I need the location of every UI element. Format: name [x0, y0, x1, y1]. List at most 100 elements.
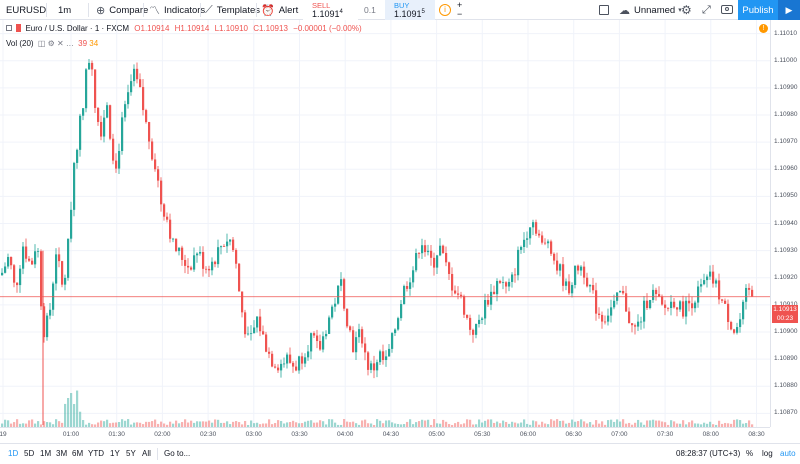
candle-body [190, 267, 193, 270]
candle-body [733, 329, 736, 333]
indicators-button[interactable]: 〽 Indicators [149, 0, 205, 20]
volume-bar [571, 419, 574, 427]
price-tick: 1.10990 [774, 83, 798, 91]
interval-selector[interactable]: 1m [58, 0, 71, 20]
candle-body [160, 180, 163, 205]
volume-settings-icons[interactable]: ◫ ⚙ ✕ … [37, 39, 74, 48]
candle-body [103, 117, 106, 137]
candle-body [28, 258, 31, 261]
top-toolbar: EURUSD 1m ⊕ Compare 〽 Indicators ⟋ Template… [0, 0, 800, 20]
quantity-value[interactable]: 0.1 [364, 5, 376, 15]
range-1d-button[interactable]: 1D [8, 449, 19, 458]
candle-body [694, 302, 697, 309]
candle-body [352, 330, 355, 353]
candle-body [256, 316, 259, 328]
candle-body [679, 301, 682, 310]
price-chart[interactable] [0, 20, 770, 427]
sell-label: SELL [312, 1, 331, 10]
decrease-button[interactable]: − [457, 9, 463, 19]
time-axis[interactable]: 19 01:00 01:30 02:00 02:30 03:00 03:30 04:00 04:… [0, 427, 770, 442]
log-toggle[interactable]: log [762, 449, 773, 458]
info-icon[interactable]: i [439, 4, 451, 16]
volume-bar [694, 423, 697, 427]
candle-body [244, 312, 247, 335]
range-5d-button[interactable]: 5D [24, 449, 35, 458]
range-ytd-button[interactable]: YTD [88, 449, 104, 458]
candle-body [376, 362, 379, 371]
candle-body [31, 260, 34, 265]
candle-body [358, 329, 361, 338]
candle-body [526, 238, 529, 240]
candle-body [211, 261, 214, 271]
volume-bar [205, 421, 208, 427]
play-icon[interactable]: ▶ [778, 0, 800, 20]
templates-button[interactable]: ⟋ Templates [205, 0, 260, 20]
candle-body [610, 307, 613, 316]
volume-bar [109, 423, 112, 427]
fullscreen-icon[interactable]: ⤢ [702, 3, 711, 16]
divider [143, 3, 144, 17]
candle-body [454, 290, 457, 294]
range-3m-button[interactable]: 3M [56, 449, 68, 458]
candle-body [706, 276, 709, 281]
volume-bar [637, 419, 640, 427]
percent-toggle[interactable]: % [746, 449, 754, 458]
candle-body [433, 257, 436, 268]
range-6m-button[interactable]: 6M [72, 449, 84, 458]
candle-body [664, 304, 667, 308]
clock-display[interactable]: 08:28:37 (UTC+3) [676, 449, 741, 458]
candle-body [613, 300, 616, 308]
candle-body [520, 247, 523, 250]
candle-body [442, 245, 445, 253]
auto-toggle[interactable]: auto [780, 449, 796, 458]
volume-bar [367, 423, 370, 427]
goto-button[interactable]: Go to... [164, 449, 191, 458]
candle-body [625, 293, 628, 312]
volume-bar [325, 424, 328, 427]
square-icon[interactable] [599, 5, 609, 15]
candle-body [343, 279, 346, 309]
volume-bar [490, 419, 493, 427]
range-5y-button[interactable]: 5Y [126, 449, 136, 458]
time-tick: 07:30 [656, 431, 674, 438]
price-axis[interactable]: 1.11010 1.11000 1.10990 1.10980 1.10970 1.109… [770, 20, 800, 427]
candle-body [328, 317, 331, 334]
candle-body [418, 253, 421, 254]
range-1m-button[interactable]: 1M [40, 449, 52, 458]
time-tick: 03:00 [245, 431, 262, 438]
gear-icon[interactable]: ⚙ [681, 3, 692, 17]
range-all-button[interactable]: All [142, 449, 151, 458]
symbol-search[interactable]: EURUSD [6, 0, 46, 20]
volume-bar [691, 420, 694, 427]
candle-body [58, 254, 61, 262]
candle-body [46, 315, 49, 338]
compare-button[interactable]: ⊕ Compare [96, 0, 148, 20]
buy-button[interactable]: BUY 1.10915 [385, 0, 435, 20]
candle-body [37, 251, 40, 253]
candle-body [523, 239, 526, 248]
increase-button[interactable]: + [457, 0, 463, 10]
sell-button[interactable]: SELL 1.10914 [303, 0, 358, 20]
volume-bar [688, 422, 691, 427]
layout-name-button[interactable]: ☁ Unnamed ▾ [619, 0, 682, 20]
volume-bar [403, 424, 406, 427]
candle-body [13, 265, 16, 283]
candle-body [1, 272, 4, 276]
volume-bar [112, 422, 115, 427]
chevron-down-icon: ▾ [678, 7, 682, 14]
info-icon[interactable]: ! [759, 24, 768, 33]
candle-body [385, 356, 388, 361]
volume-bar [199, 421, 202, 427]
collapse-icon[interactable] [6, 25, 12, 31]
ohlc-low: L1.10910 [214, 24, 248, 33]
range-1y-button[interactable]: 1Y [110, 449, 120, 458]
volume-bar [373, 424, 376, 427]
candle-body [397, 318, 400, 330]
publish-button[interactable]: Publish [738, 0, 778, 20]
volume-bar [169, 421, 172, 427]
alert-button[interactable]: ⏰ Alert [261, 0, 298, 20]
camera-icon[interactable] [721, 5, 733, 14]
candle-body [583, 266, 586, 278]
volume-bar [643, 424, 646, 427]
candle-body [4, 266, 7, 273]
